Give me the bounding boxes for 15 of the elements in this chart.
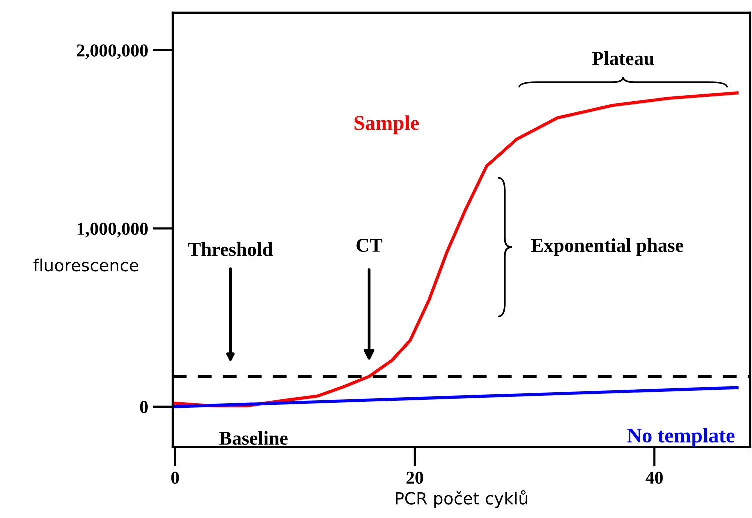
x-tick-label: 0 bbox=[172, 472, 180, 484]
x-tick-label: 20 bbox=[406, 472, 424, 484]
annotation: Exponential phase bbox=[531, 238, 684, 256]
annotation: Plateau bbox=[592, 52, 654, 66]
x-axis-title: PCR počet cyklů bbox=[396, 490, 528, 508]
annotation: CT bbox=[356, 239, 383, 252]
ref-line-label: Threshold bbox=[188, 242, 274, 256]
y-tick-label: 0 bbox=[140, 401, 148, 414]
y-tick-label: 1,000,000 bbox=[78, 222, 148, 238]
y-tick-label: 2,000,000 bbox=[77, 44, 148, 60]
y-axis-title: fluorescence bbox=[34, 258, 138, 272]
annotation: Baseline bbox=[220, 431, 288, 446]
series-label: No template bbox=[627, 428, 735, 448]
text: Sample bbox=[354, 116, 420, 134]
x-tick-label: 40 bbox=[646, 472, 663, 484]
